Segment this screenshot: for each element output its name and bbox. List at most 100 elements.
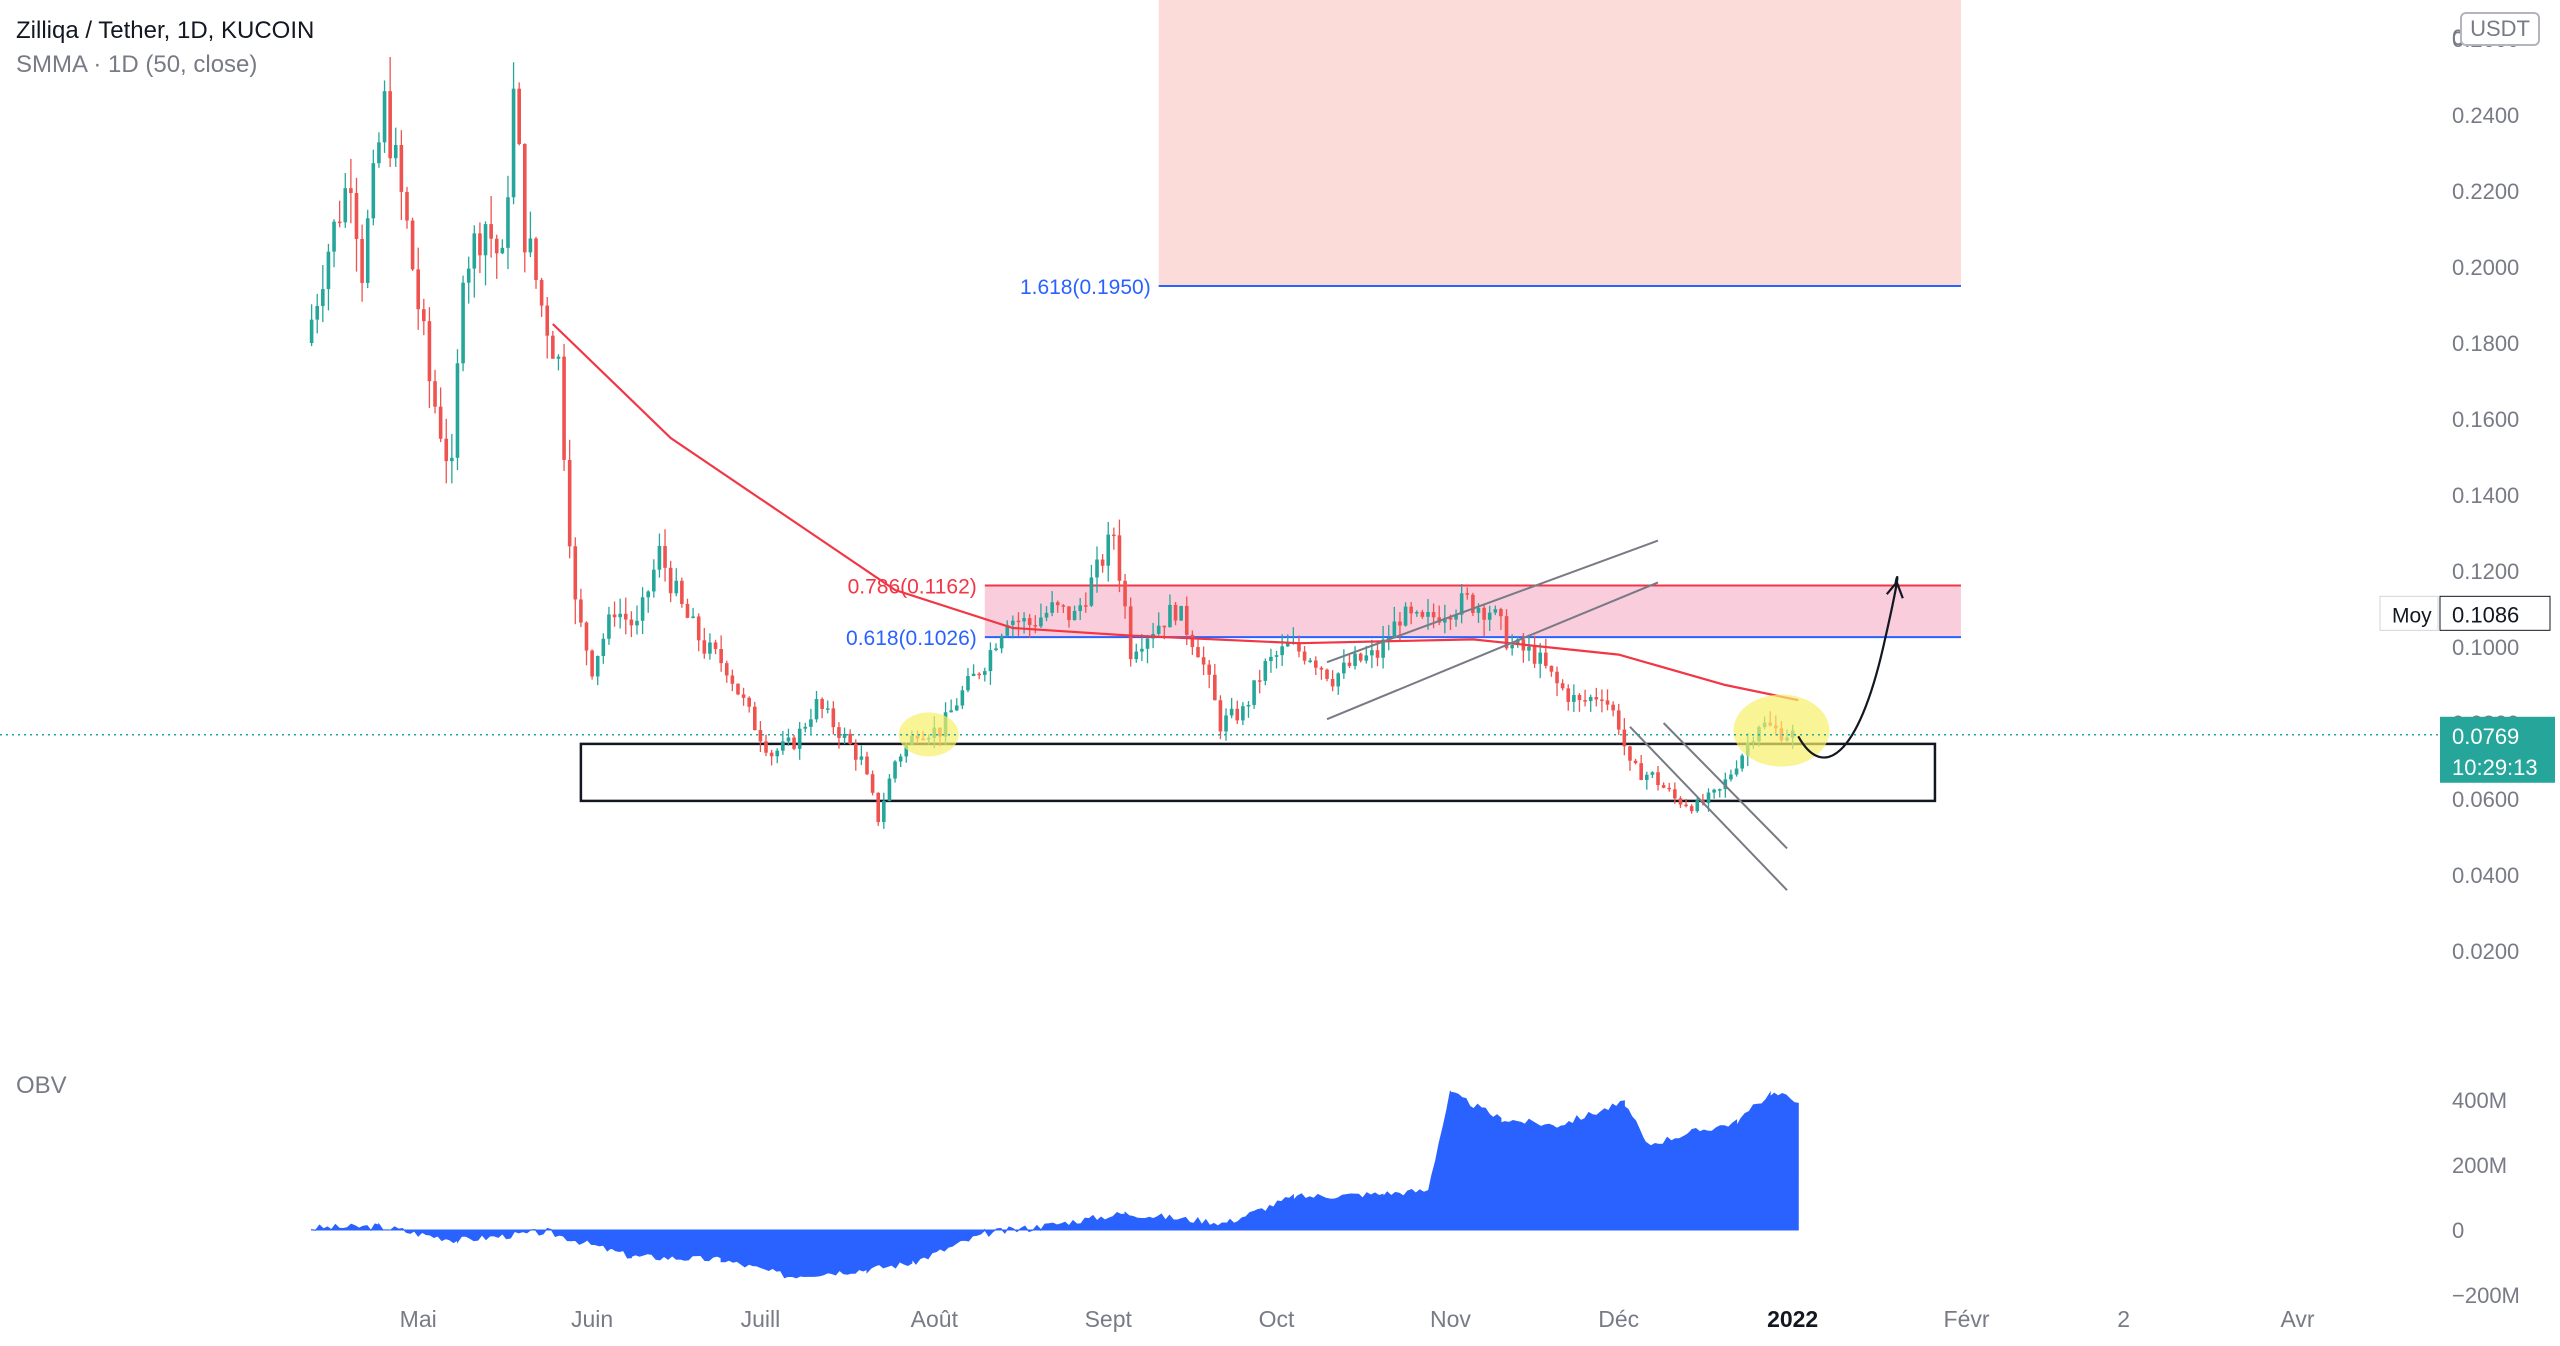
candle-body[interactable] [1050,602,1054,613]
candle-body[interactable] [1297,642,1301,652]
fib-level-label[interactable]: 1.618(0.1950) [1020,276,1151,299]
candle-body[interactable] [842,733,847,738]
candle-body[interactable] [1583,700,1587,702]
candle-body[interactable] [511,88,516,198]
candle-body[interactable] [1280,646,1284,656]
candle-body[interactable] [809,719,813,727]
candle-body[interactable] [870,774,875,793]
candle-body[interactable] [702,640,707,654]
candle-body[interactable] [1083,605,1088,607]
candle-body[interactable] [1196,647,1200,658]
candle-body[interactable] [719,648,723,664]
candle-body[interactable] [1723,779,1728,790]
candle-body[interactable] [1572,694,1576,702]
candle-body[interactable] [853,743,858,760]
candle-body[interactable] [1465,593,1470,595]
candle-body[interactable] [1342,662,1346,674]
candle-body[interactable] [640,597,645,621]
candle-body[interactable] [1443,617,1447,623]
candle-body[interactable] [472,233,477,269]
last-price-value[interactable]: 0.0769 [2452,724,2519,749]
candle-body[interactable] [954,705,959,711]
candle-body[interactable] [1347,662,1352,666]
candle-body[interactable] [983,671,987,675]
candle-body[interactable] [781,741,785,751]
candle-body[interactable] [1426,612,1430,617]
candle-body[interactable] [1235,708,1240,721]
candle-body[interactable] [1022,618,1026,622]
candle-body[interactable] [1431,612,1436,618]
moy-value[interactable]: 0.1086 [2452,602,2519,627]
candle-body[interactable] [1375,650,1380,658]
candle-body[interactable] [1544,652,1548,666]
candle-body[interactable] [1600,699,1604,701]
currency-badge[interactable]: USDT [2460,12,2540,46]
candle-body[interactable] [461,282,465,364]
candle-body[interactable] [556,356,561,359]
candle-body[interactable] [1005,625,1010,636]
candle-body[interactable] [444,438,449,462]
candle-body[interactable] [590,650,594,677]
candle-body[interactable] [1156,625,1161,634]
candle-body[interactable] [1566,688,1571,702]
highlight-ellipse[interactable] [898,712,959,757]
candle-body[interactable] [607,614,611,639]
candle-body[interactable] [1482,607,1486,620]
candle-body[interactable] [1616,710,1621,730]
candle-body[interactable] [321,289,325,307]
candle-body[interactable] [1252,680,1256,705]
candle-body[interactable] [1370,650,1374,656]
candle-body[interactable] [1134,651,1139,660]
candle-body[interactable] [764,741,768,753]
candle-body[interactable] [904,744,909,757]
candle-body[interactable] [1358,653,1363,661]
candle-body[interactable] [769,752,774,757]
candle-body[interactable] [1123,580,1127,607]
candle-body[interactable] [898,756,903,762]
candle-body[interactable] [528,238,533,253]
candle-body[interactable] [1229,708,1234,716]
candle-body[interactable] [674,580,679,594]
candle-body[interactable] [1246,704,1251,707]
indicator-smma-label[interactable]: SMMA · 1D (50, close) [16,51,258,78]
candle-body[interactable] [825,708,830,710]
ascending-channel-lower-line[interactable] [1326,539,1659,664]
candle-body[interactable] [382,91,387,143]
candle-body[interactable] [1695,800,1700,812]
candle-body[interactable] [371,163,376,219]
candle-body[interactable] [792,737,796,749]
support-rectangle[interactable] [579,742,1937,803]
candle-body[interactable] [966,675,970,691]
candle-body[interactable] [1016,620,1021,623]
candle-body[interactable] [1667,787,1672,790]
candle-body[interactable] [1538,652,1542,664]
candle-body[interactable] [1673,789,1677,799]
candle-body[interactable] [466,268,471,283]
candle-body[interactable] [1622,729,1627,747]
candle-body[interactable] [506,197,510,248]
candle-body[interactable] [1560,683,1565,689]
candle-body[interactable] [646,591,651,598]
candle-body[interactable] [1117,535,1122,581]
candle-body[interactable] [1448,617,1453,620]
candle-body[interactable] [309,319,314,343]
candle-body[interactable] [377,142,381,164]
candle-body[interactable] [1179,605,1183,621]
candle-body[interactable] [960,690,965,706]
candle-body[interactable] [1201,657,1206,665]
candle-body[interactable] [1684,804,1688,807]
candle-body[interactable] [663,546,667,568]
candle-body[interactable] [876,792,881,823]
candle-body[interactable] [1487,612,1492,620]
candle-body[interactable] [775,750,780,757]
candle-body[interactable] [724,663,729,676]
symbol-title[interactable]: Zilliqa / Tether, 1D, KUCOIN [16,17,315,44]
candle-body[interactable] [579,599,583,623]
candle-body[interactable] [848,733,852,744]
candle-body[interactable] [1459,593,1464,615]
candle-body[interactable] [741,694,746,698]
candle-body[interactable] [1515,639,1520,646]
candle-body[interactable] [1364,655,1369,661]
candle-body[interactable] [803,726,808,729]
candle-body[interactable] [1257,680,1262,682]
